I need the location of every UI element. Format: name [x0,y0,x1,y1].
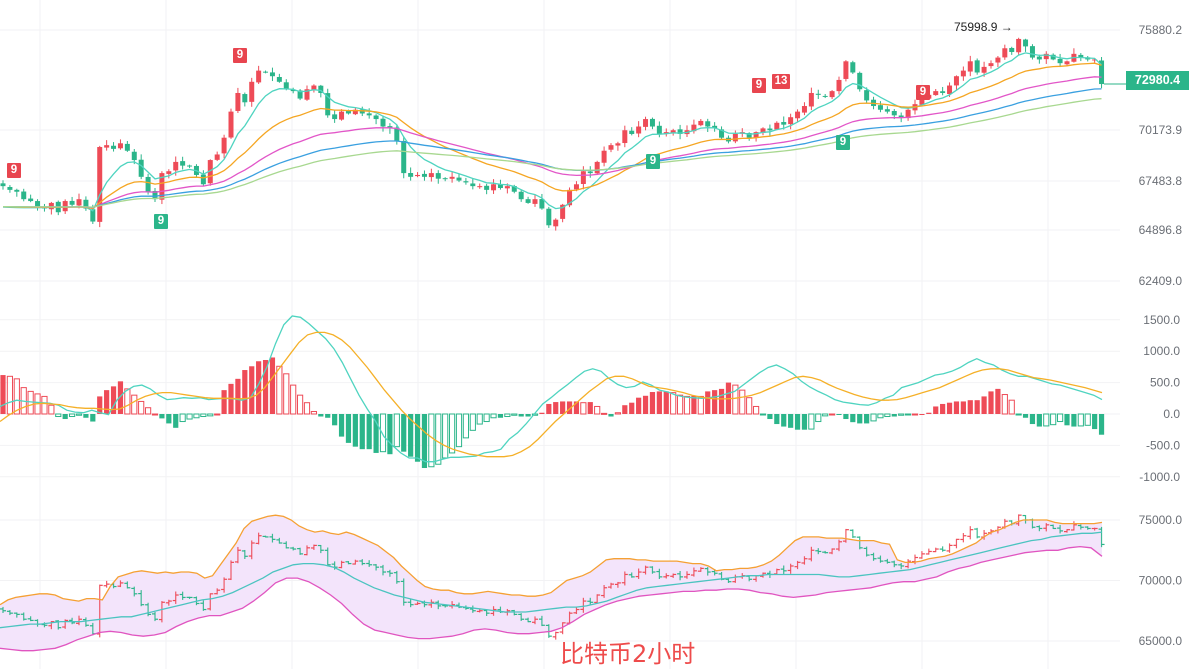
macd-tick-label: -500.0 [1146,438,1180,452]
moving-average-lines [2,52,1102,212]
macd-panel [0,315,1105,469]
boll-tick-label: 65000.0 [1139,634,1183,648]
grid-lines [0,0,1120,669]
price-candles [0,37,1105,231]
bollinger-panel [0,514,1105,652]
boll-tick-label: 70000.0 [1139,574,1183,588]
price-tick-label: 62409.0 [1139,274,1183,288]
bollinger-band-fill [0,515,1102,651]
td-marker-green: 9 [836,135,850,150]
macd-tick-label: -1000.0 [1139,470,1180,484]
macd-tick-label: 1000.0 [1143,344,1180,358]
macd-tick-label: 500.0 [1150,376,1180,390]
td-marker-red: 9 [7,163,21,178]
td-marker-red: 9 [916,85,930,100]
price-tick-label: 70173.9 [1139,123,1183,137]
chart-title: 比特币2小时 [560,640,696,668]
td-marker-red: 9 [752,78,766,93]
high-price-annotation: 75998.9 → [954,20,1013,34]
price-tick-label: 75880.2 [1139,23,1183,37]
td-marker-red: 9 [233,48,247,63]
price-tick-label: 67483.8 [1139,174,1183,188]
td-marker-green: 9 [154,214,168,229]
last-price-badge: 72980.4 [1126,71,1189,90]
macd-tick-label: 0.0 [1163,407,1180,421]
boll-tick-label: 75000.0 [1139,513,1183,527]
td-marker-red: 13 [772,74,790,89]
macd-tick-label: 1500.0 [1143,313,1180,327]
price-axis: 75880.2 70173.9 67483.8 64896.8 62409.0 1500.… [1104,23,1182,648]
price-tick-label: 64896.8 [1139,223,1183,237]
td-marker-green: 9 [646,154,660,169]
